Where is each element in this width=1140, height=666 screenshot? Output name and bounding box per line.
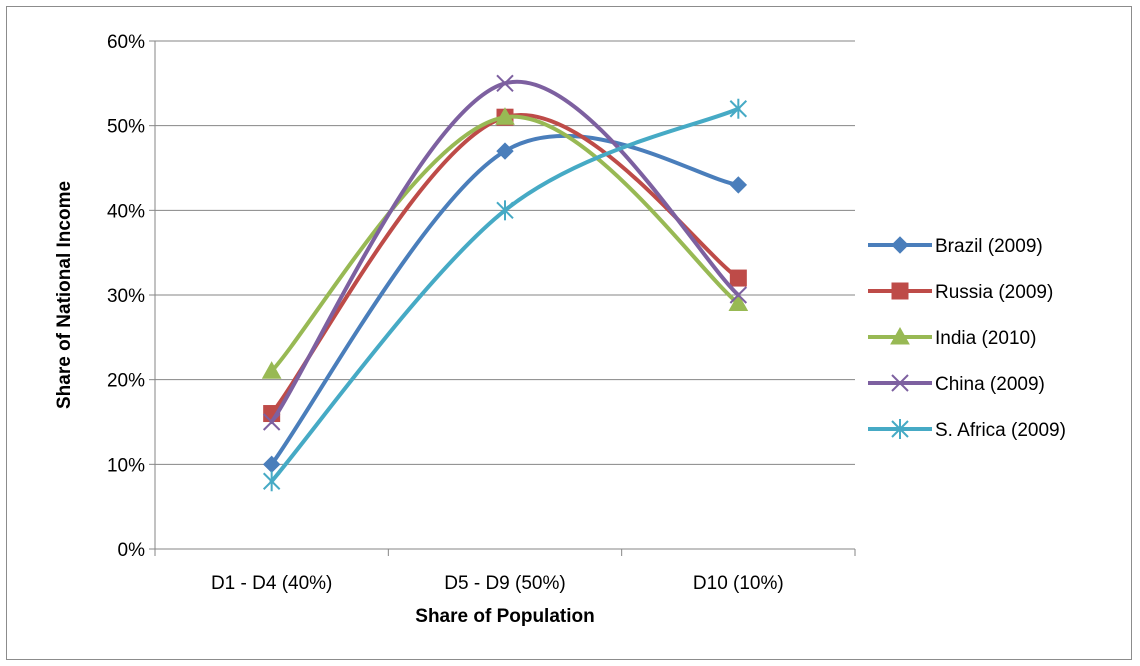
gridlines bbox=[155, 40, 855, 465]
series-china-2009 bbox=[262, 74, 748, 431]
y-tick-label: 40% bbox=[107, 201, 145, 222]
x-tick-label: D5 - D9 (50%) bbox=[444, 573, 565, 594]
legend-label: India (2010) bbox=[935, 328, 1036, 349]
y-tick-label: 0% bbox=[118, 540, 146, 561]
x-axis-title: Share of Population bbox=[415, 606, 594, 627]
x-tick-label: D1 - D4 (40%) bbox=[211, 573, 332, 594]
data-point bbox=[728, 293, 749, 311]
legend: Brazil (2009) Russia (2009) India (2010) Ch… bbox=[868, 236, 1066, 441]
legend-item: Russia (2009) bbox=[868, 282, 1053, 303]
data-point bbox=[261, 361, 282, 379]
legend-label: Brazil (2009) bbox=[935, 236, 1043, 257]
y-tick-label: 50% bbox=[107, 117, 145, 138]
y-tick-label: 30% bbox=[107, 286, 145, 307]
legend-item: S. Africa (2009) bbox=[868, 419, 1066, 441]
data-point bbox=[262, 413, 281, 431]
chart-frame bbox=[6, 6, 1132, 660]
data-point bbox=[729, 286, 748, 304]
legend-marker bbox=[891, 236, 909, 254]
y-tick-label: 60% bbox=[107, 32, 145, 53]
legend-item: India (2010) bbox=[868, 326, 1036, 349]
series-s-africa-2009 bbox=[262, 98, 748, 492]
legend-marker bbox=[891, 374, 909, 392]
series-line bbox=[269, 133, 741, 467]
legend-item: China (2009) bbox=[868, 374, 1045, 395]
legend-label: Russia (2009) bbox=[935, 282, 1053, 303]
x-tick-label: D10 (10%) bbox=[693, 573, 784, 594]
axes: 0% 10% 20% 30% 40% 50% 60% D1 - D4 (40%) D5 - D9… bbox=[107, 32, 856, 594]
legend-item: Brazil (2009) bbox=[868, 236, 1043, 257]
data-point bbox=[495, 107, 515, 125]
series-lines bbox=[261, 74, 749, 492]
legend-marker bbox=[891, 419, 909, 439]
y-tick-label: 20% bbox=[107, 371, 145, 392]
data-point bbox=[496, 74, 514, 93]
data-point bbox=[729, 176, 748, 194]
data-point bbox=[496, 200, 514, 221]
series-india-2010 bbox=[261, 107, 749, 379]
legend-marker bbox=[891, 282, 909, 300]
data-point bbox=[729, 269, 747, 287]
series-brazil-2009 bbox=[262, 133, 748, 474]
legend-label: China (2009) bbox=[935, 374, 1045, 395]
y-axis-title: Share of National Income bbox=[54, 181, 75, 409]
data-point bbox=[729, 98, 748, 119]
legend-label: S. Africa (2009) bbox=[935, 420, 1066, 441]
legend-marker bbox=[890, 326, 910, 345]
data-point bbox=[496, 142, 514, 160]
y-tick-label: 10% bbox=[107, 455, 145, 476]
data-point bbox=[262, 471, 281, 492]
